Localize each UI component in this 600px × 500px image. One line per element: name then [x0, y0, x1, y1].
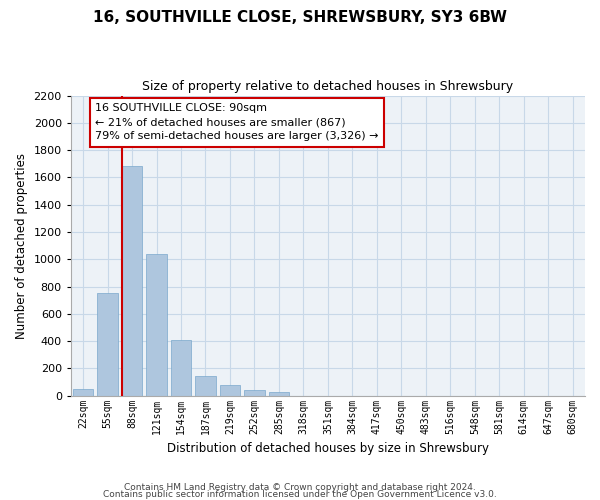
Bar [195, 376, 216, 396]
Bar [97, 294, 118, 396]
Bar [269, 392, 289, 396]
Title: Size of property relative to detached houses in Shrewsbury: Size of property relative to detached ho… [142, 80, 514, 93]
Bar [244, 390, 265, 396]
Text: Contains public sector information licensed under the Open Government Licence v3: Contains public sector information licen… [103, 490, 497, 499]
Text: Contains HM Land Registry data © Crown copyright and database right 2024.: Contains HM Land Registry data © Crown c… [124, 484, 476, 492]
Y-axis label: Number of detached properties: Number of detached properties [15, 152, 28, 338]
Text: 16, SOUTHVILLE CLOSE, SHREWSBURY, SY3 6BW: 16, SOUTHVILLE CLOSE, SHREWSBURY, SY3 6B… [93, 10, 507, 25]
Bar [220, 384, 241, 396]
Bar [122, 166, 142, 396]
Bar [146, 254, 167, 396]
Bar [73, 389, 94, 396]
Bar [170, 340, 191, 396]
Text: 16 SOUTHVILLE CLOSE: 90sqm
← 21% of detached houses are smaller (867)
79% of sem: 16 SOUTHVILLE CLOSE: 90sqm ← 21% of deta… [95, 103, 379, 141]
X-axis label: Distribution of detached houses by size in Shrewsbury: Distribution of detached houses by size … [167, 442, 489, 455]
